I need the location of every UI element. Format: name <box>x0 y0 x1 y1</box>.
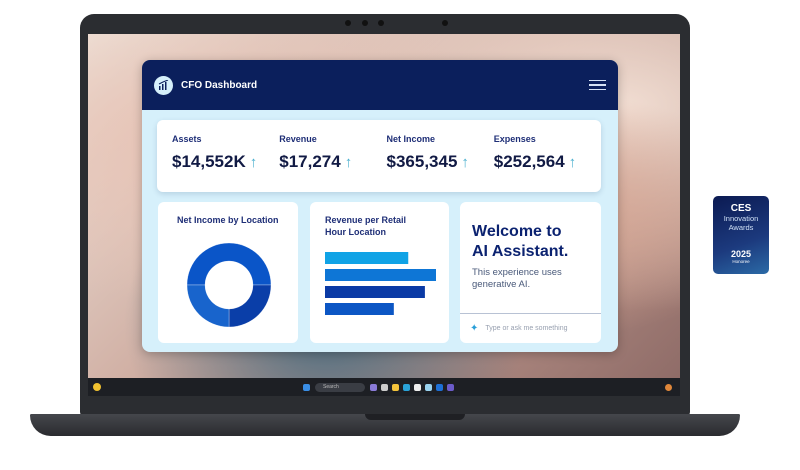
kpi-value: $252,564 <box>493 152 565 171</box>
outlook-icon[interactable] <box>436 383 443 391</box>
kpi-label: Expenses <box>493 134 536 144</box>
bar[interactable] <box>325 252 409 264</box>
chart-growth-icon <box>154 75 173 95</box>
teams-icon[interactable] <box>447 383 454 391</box>
welcome-heading-line: Welcome to <box>472 223 562 240</box>
card-title-line: Hour Location <box>325 227 386 237</box>
welcome-heading-line: AI Assistant. <box>472 243 569 260</box>
copilot-tray-icon[interactable] <box>665 383 672 391</box>
arrow-up-icon: ↑ <box>344 154 353 171</box>
ai-assistant-card: Welcome to AI Assistant. This experience… <box>460 202 601 343</box>
store-icon[interactable] <box>414 383 421 391</box>
card-title-line: Revenue per Retail <box>325 215 407 225</box>
badge-line: Awards <box>728 223 754 232</box>
start-icon[interactable] <box>303 383 310 391</box>
kpi-label: Assets <box>172 134 202 144</box>
kpi-card: Assets $14,552K ↑ Revenue $17,274 ↑ Net Inco… <box>157 120 601 192</box>
sensor <box>345 20 351 26</box>
camera <box>362 20 368 26</box>
kpi-revenue: Revenue $17,274 ↑ <box>279 134 386 192</box>
arrow-up-icon: ↑ <box>249 154 258 171</box>
app-icon[interactable] <box>425 383 432 391</box>
taskbar-search[interactable]: Search <box>315 382 365 392</box>
screen: CFO Dashboard Assets $14,552K ↑ Revenue $17… <box>88 34 680 396</box>
kpi-label: Revenue <box>279 134 317 144</box>
badge-brand: CES <box>730 203 752 214</box>
sensor <box>378 20 384 26</box>
cfo-dashboard-window: CFO Dashboard Assets $14,552K ↑ Revenue $17… <box>142 60 618 352</box>
sparkle-icon: ✦ <box>470 323 479 334</box>
badge-line: Innovation <box>723 214 759 223</box>
kpi-expenses: Expenses $252,564 ↑ <box>494 134 601 192</box>
revenue-per-hour-card[interactable]: Revenue per Retail Hour Location <box>310 202 449 343</box>
kpi-value: $365,345 <box>386 152 458 171</box>
bar[interactable] <box>325 286 425 298</box>
task-view-icon[interactable] <box>381 383 388 391</box>
arrow-up-icon: ↑ <box>461 154 469 171</box>
donut-slice[interactable] <box>228 284 272 328</box>
ask-input[interactable]: ✦ Type or ask me something <box>460 313 601 343</box>
bar-chart <box>325 252 436 315</box>
arrow-up-icon: ↑ <box>568 154 577 171</box>
taskbar: Search <box>88 378 680 396</box>
kpi-value: $17,274 <box>279 152 341 171</box>
copilot-icon[interactable] <box>370 383 377 391</box>
app-header: CFO Dashboard <box>142 60 618 110</box>
weather-icon[interactable] <box>93 383 101 391</box>
bar[interactable] <box>325 303 394 315</box>
sensor <box>442 20 448 26</box>
ces-award-badge: CES Innovation Awards 2025 Honoree <box>713 196 769 274</box>
kpi-assets: Assets $14,552K ↑ <box>172 134 279 192</box>
assistant-subtitle: This experience uses generative AI. <box>472 267 562 290</box>
donut-slice[interactable] <box>186 284 230 328</box>
card-title: Net Income by Location <box>177 215 279 225</box>
net-income-card[interactable]: Net Income by Location <box>158 202 298 343</box>
edge-icon[interactable] <box>403 383 410 391</box>
donut-slice[interactable] <box>186 242 272 286</box>
app-title: CFO Dashboard <box>181 79 258 91</box>
ask-placeholder: Type or ask me something <box>485 325 568 332</box>
bar[interactable] <box>325 269 436 281</box>
kpi-label: Net Income <box>386 134 436 144</box>
file-explorer-icon[interactable] <box>392 383 399 391</box>
badge-tag: Honoree <box>732 259 750 264</box>
kpi-value: $14,552K <box>172 152 246 171</box>
hamburger-menu-icon[interactable] <box>589 79 606 91</box>
badge-year: 2025 <box>730 249 752 259</box>
kpi-net-income: Net Income $365,345 ↑ <box>387 134 494 192</box>
donut-chart <box>186 242 272 328</box>
laptop-base <box>30 414 740 436</box>
